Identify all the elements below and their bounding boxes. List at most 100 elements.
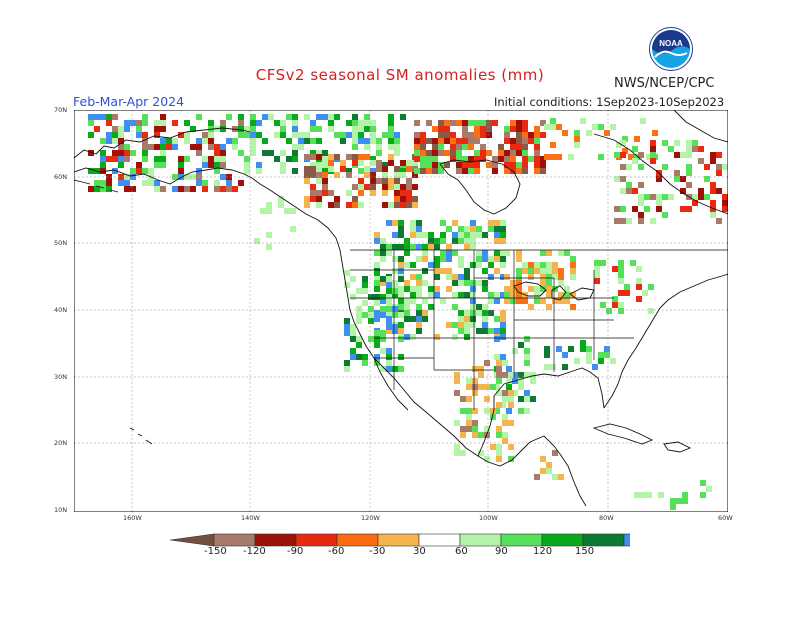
anomaly-cell [468, 144, 474, 150]
anomaly-cell [488, 220, 494, 226]
anomaly-cell [598, 154, 604, 160]
anomaly-cell [626, 218, 632, 224]
anomaly-cell [434, 244, 440, 250]
anomaly-cells [88, 114, 728, 510]
anomaly-cell [256, 168, 262, 174]
anomaly-cell [112, 114, 118, 120]
anomaly-cell [100, 186, 106, 192]
anomaly-cell [136, 126, 142, 132]
anomaly-cell [398, 256, 404, 262]
anomaly-cell [380, 330, 386, 336]
anomaly-cell [640, 118, 646, 124]
anomaly-cell [512, 348, 518, 354]
anomaly-cell [496, 402, 502, 408]
anomaly-cell [398, 262, 404, 268]
anomaly-cell [544, 154, 550, 160]
anomaly-cell [472, 366, 478, 372]
anomaly-cell [472, 426, 478, 432]
anomaly-cell [328, 114, 334, 120]
anomaly-cell [722, 206, 728, 212]
anomaly-cell [386, 220, 392, 226]
anomaly-cell [362, 282, 368, 288]
anomaly-cell [428, 238, 434, 244]
anomaly-cell [410, 286, 416, 292]
anomaly-cell [386, 354, 392, 360]
anomaly-cell [506, 408, 512, 414]
anomaly-cell [292, 150, 298, 156]
anomaly-cell [392, 220, 398, 226]
anomaly-cell [386, 306, 392, 312]
anomaly-cell [682, 498, 688, 504]
anomaly-cell [344, 330, 350, 336]
anomaly-cell [562, 364, 568, 370]
anomaly-cell [214, 144, 220, 150]
anomaly-cell [340, 138, 346, 144]
anomaly-cell [304, 178, 310, 184]
anomaly-cell [464, 268, 470, 274]
anomaly-cell [534, 168, 540, 174]
anomaly-cell [392, 306, 398, 312]
anomaly-cell [112, 138, 118, 144]
anomaly-cell [292, 132, 298, 138]
lon-label: 100W [479, 514, 498, 522]
anomaly-cell [476, 226, 482, 232]
anomaly-cell [722, 194, 728, 200]
anomaly-cell [380, 276, 386, 282]
anomaly-cell [160, 138, 166, 144]
anomaly-cell [466, 414, 472, 420]
anomaly-cell [484, 408, 490, 414]
anomaly-cell [594, 278, 600, 284]
anomaly-cell [292, 114, 298, 120]
anomaly-cell [130, 186, 136, 192]
anomaly-cell [458, 274, 464, 280]
anomaly-cell [358, 184, 364, 190]
anomaly-cell [400, 114, 406, 120]
anomaly-cell [482, 256, 488, 262]
anomaly-cell [368, 306, 374, 312]
logo-text: NOAA [659, 39, 683, 48]
anomaly-cell [136, 120, 142, 126]
anomaly-cell [400, 184, 406, 190]
anomaly-cell [494, 292, 500, 298]
anomaly-cell [456, 168, 462, 174]
anomaly-cell [504, 150, 510, 156]
anomaly-cell [496, 456, 502, 462]
anomaly-cell [310, 150, 316, 156]
anomaly-cell [392, 292, 398, 298]
anomaly-cell [316, 178, 322, 184]
anomaly-cell [632, 206, 638, 212]
anomaly-cell [434, 286, 440, 292]
anomaly-cell [398, 366, 404, 372]
anomaly-cell [558, 274, 564, 280]
anomaly-cell [464, 232, 470, 238]
anomaly-cell [388, 178, 394, 184]
anomaly-cell [632, 158, 638, 164]
anomaly-cell [364, 120, 370, 126]
anomaly-cell [626, 188, 632, 194]
anomaly-cell [434, 334, 440, 340]
anomaly-cell [562, 352, 568, 358]
anomaly-cell [420, 162, 426, 168]
anomaly-cell [528, 156, 534, 162]
anomaly-cell [304, 132, 310, 138]
anomaly-cell [386, 348, 392, 354]
anomaly-cell [478, 372, 484, 378]
anomaly-cell [94, 180, 100, 186]
lat-label: 60N [54, 173, 68, 181]
anomaly-cell [484, 396, 490, 402]
anomaly-cell [398, 276, 404, 282]
anomaly-cell [262, 138, 268, 144]
anomaly-cell [534, 162, 540, 168]
anomaly-cell [458, 238, 464, 244]
anomaly-cell [452, 292, 458, 298]
anomaly-cell [208, 156, 214, 162]
anomaly-cell [416, 220, 422, 226]
anomaly-cell [404, 310, 410, 316]
anomaly-cell [386, 250, 392, 256]
anomaly-cell [722, 164, 728, 170]
anomaly-cell [106, 132, 112, 138]
anomaly-cell [550, 118, 556, 124]
anomaly-cell [634, 492, 640, 498]
anomaly-cell [460, 432, 466, 438]
anomaly-cell [266, 244, 272, 250]
